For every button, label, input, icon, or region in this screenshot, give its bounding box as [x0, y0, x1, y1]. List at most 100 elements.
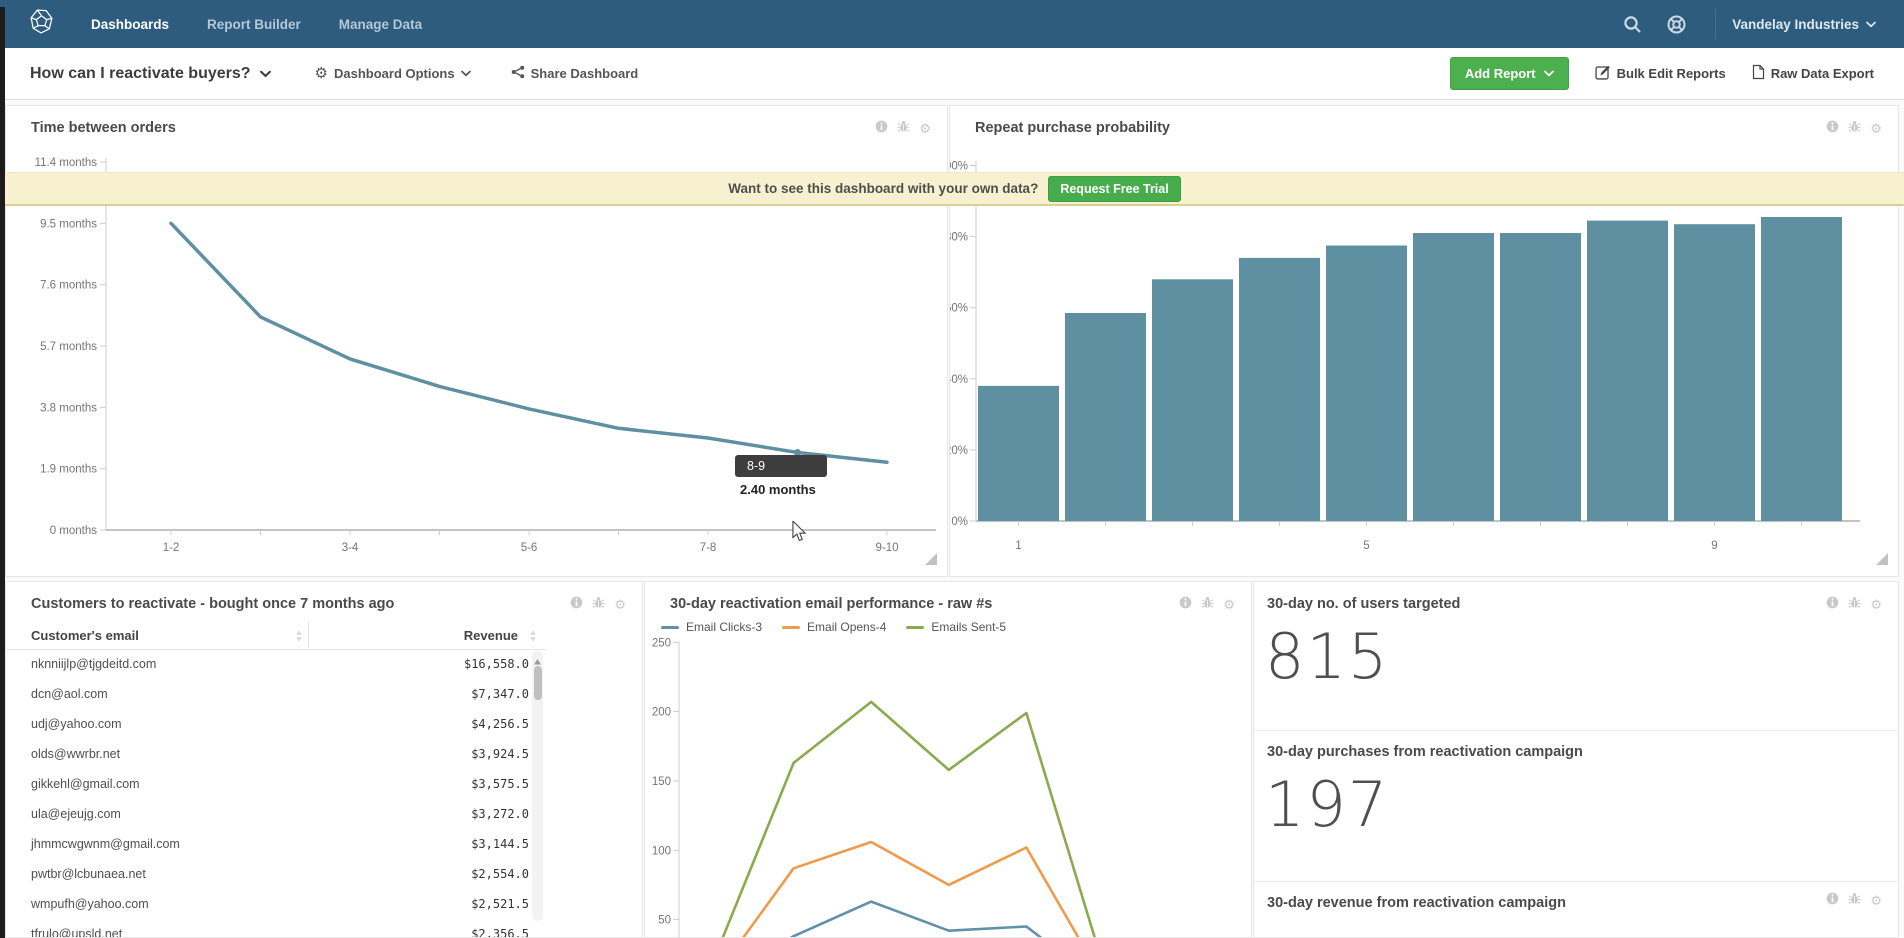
bar[interactable] — [1413, 233, 1494, 521]
table-row: wmpufh@yahoo.com $2,521.5 — [6, 890, 546, 920]
kpi-value-clipped: $ — [1254, 935, 1898, 937]
customer-email-cell: wmpufh@yahoo.com — [31, 897, 149, 911]
help-lifering-icon[interactable] — [1654, 14, 1699, 35]
gear-icon[interactable]: ⚙ — [919, 121, 931, 137]
panel-resize-handle[interactable] — [1876, 553, 1888, 565]
column-label: Revenue — [463, 627, 518, 643]
email-performance-chart[interactable]: 50 100 150 200 250 — [645, 582, 1251, 937]
kpi-value: $ — [1254, 935, 1898, 937]
chart-tooltip: 8-9 2.40 months — [735, 455, 827, 497]
bug-icon[interactable] — [1201, 596, 1214, 614]
series-Email Opens-4[interactable] — [716, 840, 1104, 938]
legend-item[interactable]: Email Clicks-3 — [661, 620, 762, 634]
dashboard-options-button[interactable]: ⚙ Dashboard Options — [315, 66, 471, 81]
svg-text:250: 250 — [652, 637, 671, 649]
svg-text:0 months: 0 months — [50, 525, 98, 537]
customer-email-cell: tfrulo@upsld.net — [31, 927, 123, 938]
add-report-button[interactable]: Add Report — [1449, 57, 1569, 90]
request-free-trial-button[interactable]: Request Free Trial — [1048, 175, 1181, 202]
bug-icon[interactable] — [592, 596, 605, 614]
bar[interactable] — [1587, 220, 1668, 521]
svg-text:1.9 months: 1.9 months — [40, 464, 97, 476]
gear-icon[interactable]: ⚙ — [1223, 597, 1235, 613]
time-between-orders-chart[interactable]: 0 months 1.9 months 3.8 months 5.7 months 7.… — [6, 106, 947, 576]
search-icon[interactable] — [1611, 15, 1654, 34]
add-report-label: Add Report — [1464, 66, 1536, 81]
panel-resize-handle[interactable] — [925, 553, 937, 565]
nav-item-manage-data[interactable]: Manage Data — [338, 16, 423, 32]
legend-dash-icon — [906, 625, 925, 629]
bug-icon[interactable] — [1848, 596, 1861, 614]
trial-banner-text: Want to see this dashboard with your own… — [728, 181, 1039, 196]
panel-repeat-purchase: Repeat purchase probability ⚙ 0% 20% 40% 60… — [949, 105, 1899, 577]
bar[interactable] — [1674, 224, 1755, 521]
bar[interactable] — [1152, 279, 1233, 521]
account-menu[interactable]: Vandelay Industries — [1732, 17, 1876, 32]
gear-icon[interactable]: ⚙ — [1870, 121, 1882, 137]
svg-text:1-2: 1-2 — [163, 542, 180, 554]
bar[interactable] — [978, 385, 1059, 521]
panel-title: 30-day reactivation email performance - … — [670, 596, 993, 612]
revenue-cell: $3,272.0 — [471, 807, 529, 821]
legend-item[interactable]: Emails Sent-5 — [906, 620, 1006, 634]
bar[interactable] — [1065, 313, 1146, 521]
bar[interactable] — [1761, 217, 1842, 521]
sort-icon[interactable] — [295, 629, 303, 647]
kpi-users-targeted: 30-day no. of users targeted ⚙ 815 — [1254, 582, 1898, 730]
panel-action-icons: ⚙ — [1179, 596, 1235, 614]
dashboard-title-dropdown[interactable]: How can I reactivate buyers? — [30, 65, 271, 83]
table-scrollbar[interactable] — [532, 651, 543, 921]
legend-item[interactable]: Email Opens-4 — [782, 620, 886, 634]
revenue-cell: $3,924.5 — [471, 747, 529, 761]
gear-icon[interactable]: ⚙ — [614, 597, 626, 613]
bar[interactable] — [1239, 257, 1320, 521]
nav-item-dashboards[interactable]: Dashboards — [91, 16, 170, 32]
bar[interactable] — [1500, 233, 1581, 521]
gear-icon[interactable]: ⚙ — [1870, 597, 1882, 613]
revenue-cell: $7,347.0 — [471, 687, 529, 701]
series-Emails Sent-5[interactable] — [716, 700, 1104, 938]
info-icon[interactable] — [1826, 596, 1839, 614]
info-icon[interactable] — [875, 120, 888, 138]
raw-data-export-button[interactable]: Raw Data Export — [1752, 64, 1874, 83]
share-icon — [511, 65, 525, 82]
column-header-email[interactable]: Customer's email — [31, 620, 139, 650]
svg-text:40%: 40% — [950, 374, 968, 386]
info-icon[interactable] — [570, 596, 583, 614]
chevron-down-icon — [1543, 70, 1554, 77]
bar[interactable] — [1326, 245, 1407, 522]
info-icon[interactable] — [1179, 596, 1192, 614]
column-header-revenue[interactable]: Revenue — [464, 620, 518, 650]
panel-title: Time between orders — [31, 120, 176, 136]
repeat-purchase-svg: 0% 20% 40% 60% 80% 100% 1 5 9 — [950, 161, 1888, 565]
panel-email-performance: 30-day reactivation email performance - … — [644, 581, 1252, 938]
legend-label: Emails Sent-5 — [931, 620, 1007, 634]
repeat-purchase-chart[interactable]: 0% 20% 40% 60% 80% 100% 1 5 9 — [950, 106, 1898, 576]
brand-logo[interactable] — [28, 8, 55, 40]
customer-email-cell: nknniijlp@tjgdeitd.com — [31, 657, 157, 671]
scroll-up-arrow[interactable] — [533, 653, 542, 671]
gear-icon[interactable]: ⚙ — [1870, 893, 1882, 909]
dashboard-options-label: Dashboard Options — [333, 66, 455, 81]
bug-icon[interactable] — [897, 120, 910, 138]
revenue-cell: $2,356.5 — [471, 927, 529, 938]
info-icon[interactable] — [1826, 892, 1839, 910]
info-icon[interactable] — [1826, 120, 1839, 138]
sort-icon[interactable] — [529, 629, 537, 647]
bug-icon[interactable] — [1848, 120, 1861, 138]
table-row: jhmmcwgwnm@gmail.com $3,144.5 — [6, 830, 546, 860]
time-between-orders-svg: 0 months 1.9 months 3.8 months 5.7 months 7.… — [35, 157, 937, 565]
revenue-cell: $2,521.5 — [471, 897, 529, 911]
panel-action-icons: ⚙ — [570, 596, 626, 614]
customer-email-cell: udj@yahoo.com — [31, 717, 122, 731]
share-dashboard-button[interactable]: Share Dashboard — [511, 65, 638, 82]
nav-divider — [1715, 9, 1717, 39]
series-Email Clicks-3[interactable] — [716, 900, 1104, 938]
toolbar-options: ⚙ Dashboard Options Share Dashboard — [315, 65, 639, 82]
scrollbar-thumb[interactable] — [533, 666, 542, 700]
nav-item-report-builder[interactable]: Report Builder — [207, 16, 301, 32]
bulk-edit-reports-button[interactable]: Bulk Edit Reports — [1595, 64, 1726, 83]
bug-icon[interactable] — [1848, 892, 1861, 910]
customer-email-cell: olds@wwrbr.net — [31, 747, 121, 761]
table-row: tfrulo@upsld.net $2,356.5 — [6, 920, 546, 938]
